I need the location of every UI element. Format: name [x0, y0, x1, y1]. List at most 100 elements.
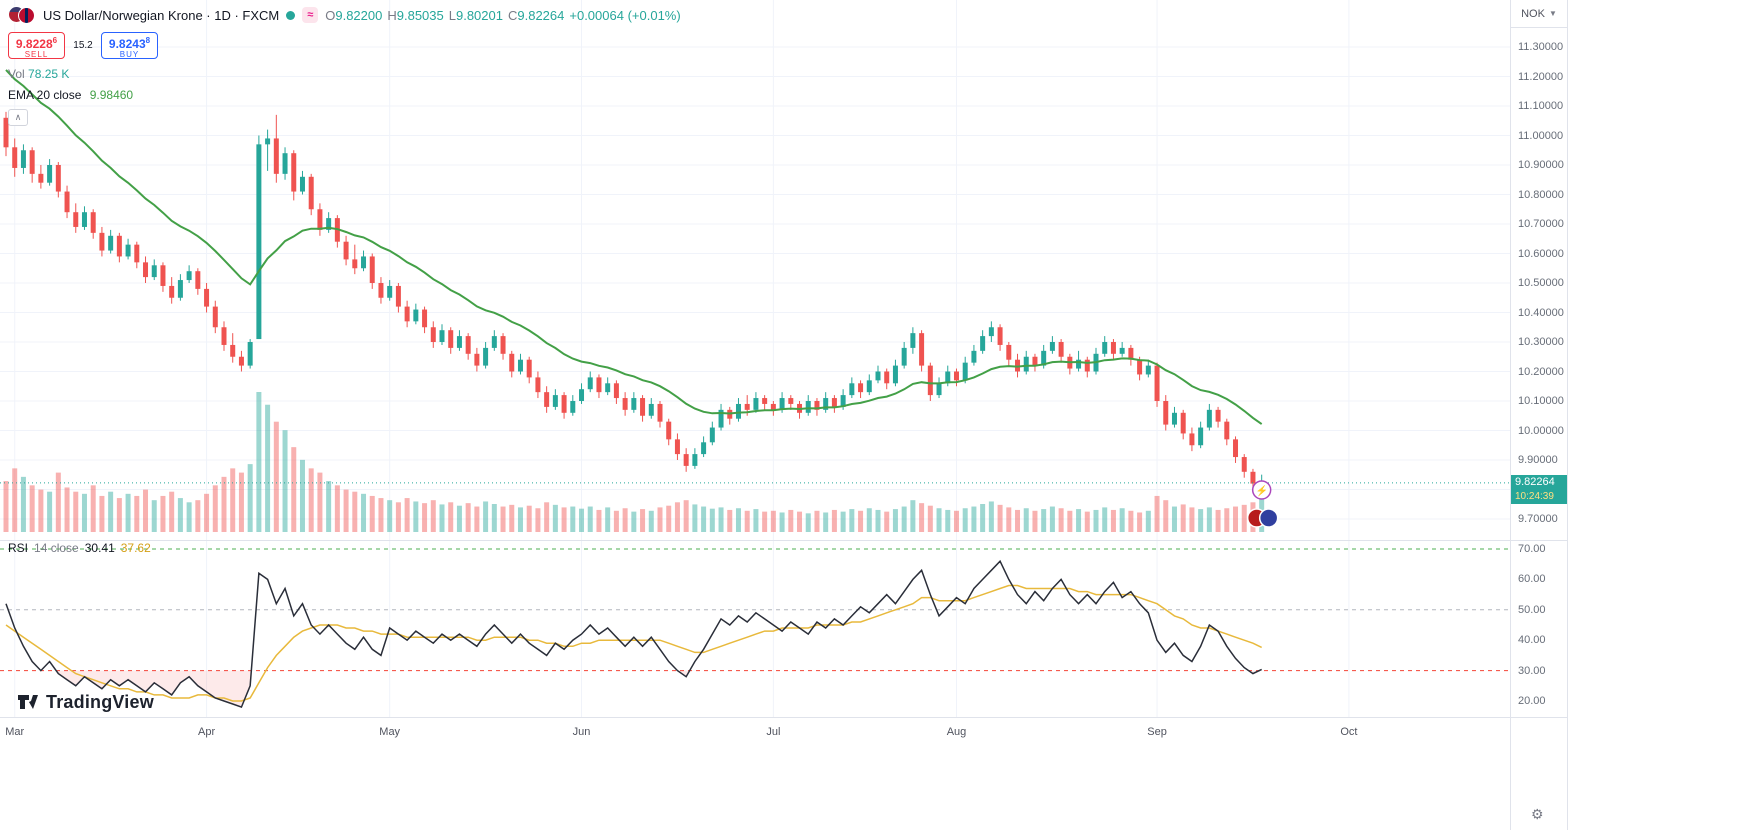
candle-body — [1206, 409, 1212, 428]
candle-body — [1137, 359, 1143, 375]
volume-label: Vol — [8, 67, 25, 81]
candle-body — [108, 235, 114, 251]
buy-label: BUY — [119, 50, 140, 59]
price-axis-label: 50.00 — [1518, 603, 1546, 616]
volume-bar — [544, 502, 550, 532]
candle-body — [744, 403, 750, 410]
chart-canvas[interactable]: Mar Apr May Jun Jul Aug Sep Oct ⚡ — [0, 0, 1510, 746]
candle-body — [317, 209, 323, 230]
candle-body — [613, 383, 619, 399]
symbol-title[interactable]: US Dollar/Norwegian Krone · 1D · FXCM — [43, 7, 280, 23]
currency-dropdown[interactable]: NOK ▼ — [1511, 0, 1567, 28]
volume-bar — [352, 491, 358, 532]
candle-body — [866, 380, 872, 393]
high-value: 9.85035 — [396, 7, 444, 23]
candle-body — [430, 327, 436, 342]
price-axis-label: 10.70000 — [1518, 218, 1564, 230]
candle-body — [631, 398, 637, 410]
candle-body — [343, 241, 349, 260]
candle-body — [1102, 342, 1108, 354]
rsi-params: 14 close — [34, 541, 79, 555]
candle-body — [212, 306, 218, 328]
volume-bar — [230, 468, 236, 532]
volume-bar — [674, 502, 680, 532]
volume-bar — [570, 506, 576, 532]
candle-body — [1128, 347, 1134, 360]
volume-bar — [1093, 509, 1099, 532]
candle-body — [1058, 342, 1064, 357]
volume-value: 78.25 K — [28, 67, 70, 81]
candle-body — [29, 150, 35, 174]
candle-body — [90, 212, 96, 233]
price-axis-label: 10.00000 — [1518, 424, 1564, 437]
candle-body — [273, 138, 279, 174]
volume-bar — [1058, 508, 1064, 532]
volume-bar — [579, 508, 585, 532]
time-axis-label: Aug — [947, 726, 967, 738]
candle-body — [622, 398, 628, 410]
volume-bar — [605, 507, 611, 532]
volume-bar — [483, 501, 489, 532]
candle-body — [395, 285, 401, 307]
volume-bar — [884, 511, 890, 532]
candle-body — [1110, 342, 1116, 354]
volume-bar — [177, 498, 183, 532]
wave-icon: ≈ — [302, 7, 319, 23]
ema-legend-row[interactable]: EMA 20 close 9.98460 — [8, 88, 133, 102]
sell-button[interactable]: 9.82286 SELL — [8, 32, 65, 59]
volume-bar — [1015, 509, 1021, 532]
volume-bar — [509, 504, 515, 532]
volume-bar — [953, 510, 959, 532]
rsi-value: 30.41 — [84, 541, 115, 555]
candle-body — [20, 150, 26, 168]
high-label: H — [387, 7, 397, 23]
buy-button[interactable]: 9.82438 BUY — [101, 32, 158, 59]
volume-bar — [779, 512, 785, 532]
candle-body — [247, 342, 253, 366]
volume-legend-row[interactable]: Vol 78.25 K — [8, 67, 69, 81]
volume-bar — [823, 512, 829, 532]
volume-bar — [901, 506, 907, 532]
volume-bar — [980, 504, 986, 532]
candle-body — [134, 244, 140, 263]
candle-body — [465, 336, 471, 354]
candle-body — [38, 173, 44, 183]
volume-bar — [692, 504, 698, 532]
scale-settings-gear-icon[interactable]: ⚙ — [1531, 806, 1544, 822]
tradingview-logo[interactable]: TradingView — [16, 690, 154, 714]
volume-bar — [1154, 495, 1160, 532]
symbol-legend-row[interactable]: US Dollar/Norwegian Krone · 1D · FXCM ≈ … — [8, 6, 686, 24]
volume-bar — [195, 500, 201, 532]
candle-body — [1049, 342, 1055, 351]
candle-body — [535, 377, 541, 393]
candle-body — [1084, 359, 1090, 372]
time-axis-label: Jul — [766, 726, 780, 738]
candle-body — [823, 398, 829, 410]
candle-body — [884, 371, 890, 384]
candle-body — [1154, 365, 1160, 401]
volume-bar — [1171, 506, 1177, 532]
candle-body — [125, 244, 131, 257]
candle-body — [683, 454, 689, 466]
volume-bar — [919, 503, 925, 532]
ema-line — [5, 69, 1263, 425]
volume-bar — [1023, 508, 1029, 532]
volume-bar — [814, 510, 820, 532]
rsi-legend-row[interactable]: RSI 14 close 30.41 37.62 — [8, 541, 151, 555]
volume-bar — [308, 468, 314, 532]
candle-body — [160, 265, 166, 286]
collapse-legend-button[interactable]: ∧ — [8, 109, 28, 126]
last-price-tag: 9.82264 — [1511, 474, 1568, 490]
candle-body — [422, 309, 428, 328]
candle-body — [1145, 365, 1151, 375]
price-scale[interactable]: NOK ▼ 11.30000 11.20000 11.10000 11.00000 10… — [1510, 0, 1568, 830]
volume-bar — [12, 468, 18, 532]
candle-body — [256, 144, 262, 340]
volume-bar — [143, 489, 149, 532]
volume-bar — [805, 513, 811, 532]
candle-body — [552, 395, 558, 407]
volume-bar — [709, 508, 715, 532]
candle-body — [596, 377, 602, 393]
volume-bar — [256, 392, 262, 532]
candle-body — [997, 327, 1003, 345]
